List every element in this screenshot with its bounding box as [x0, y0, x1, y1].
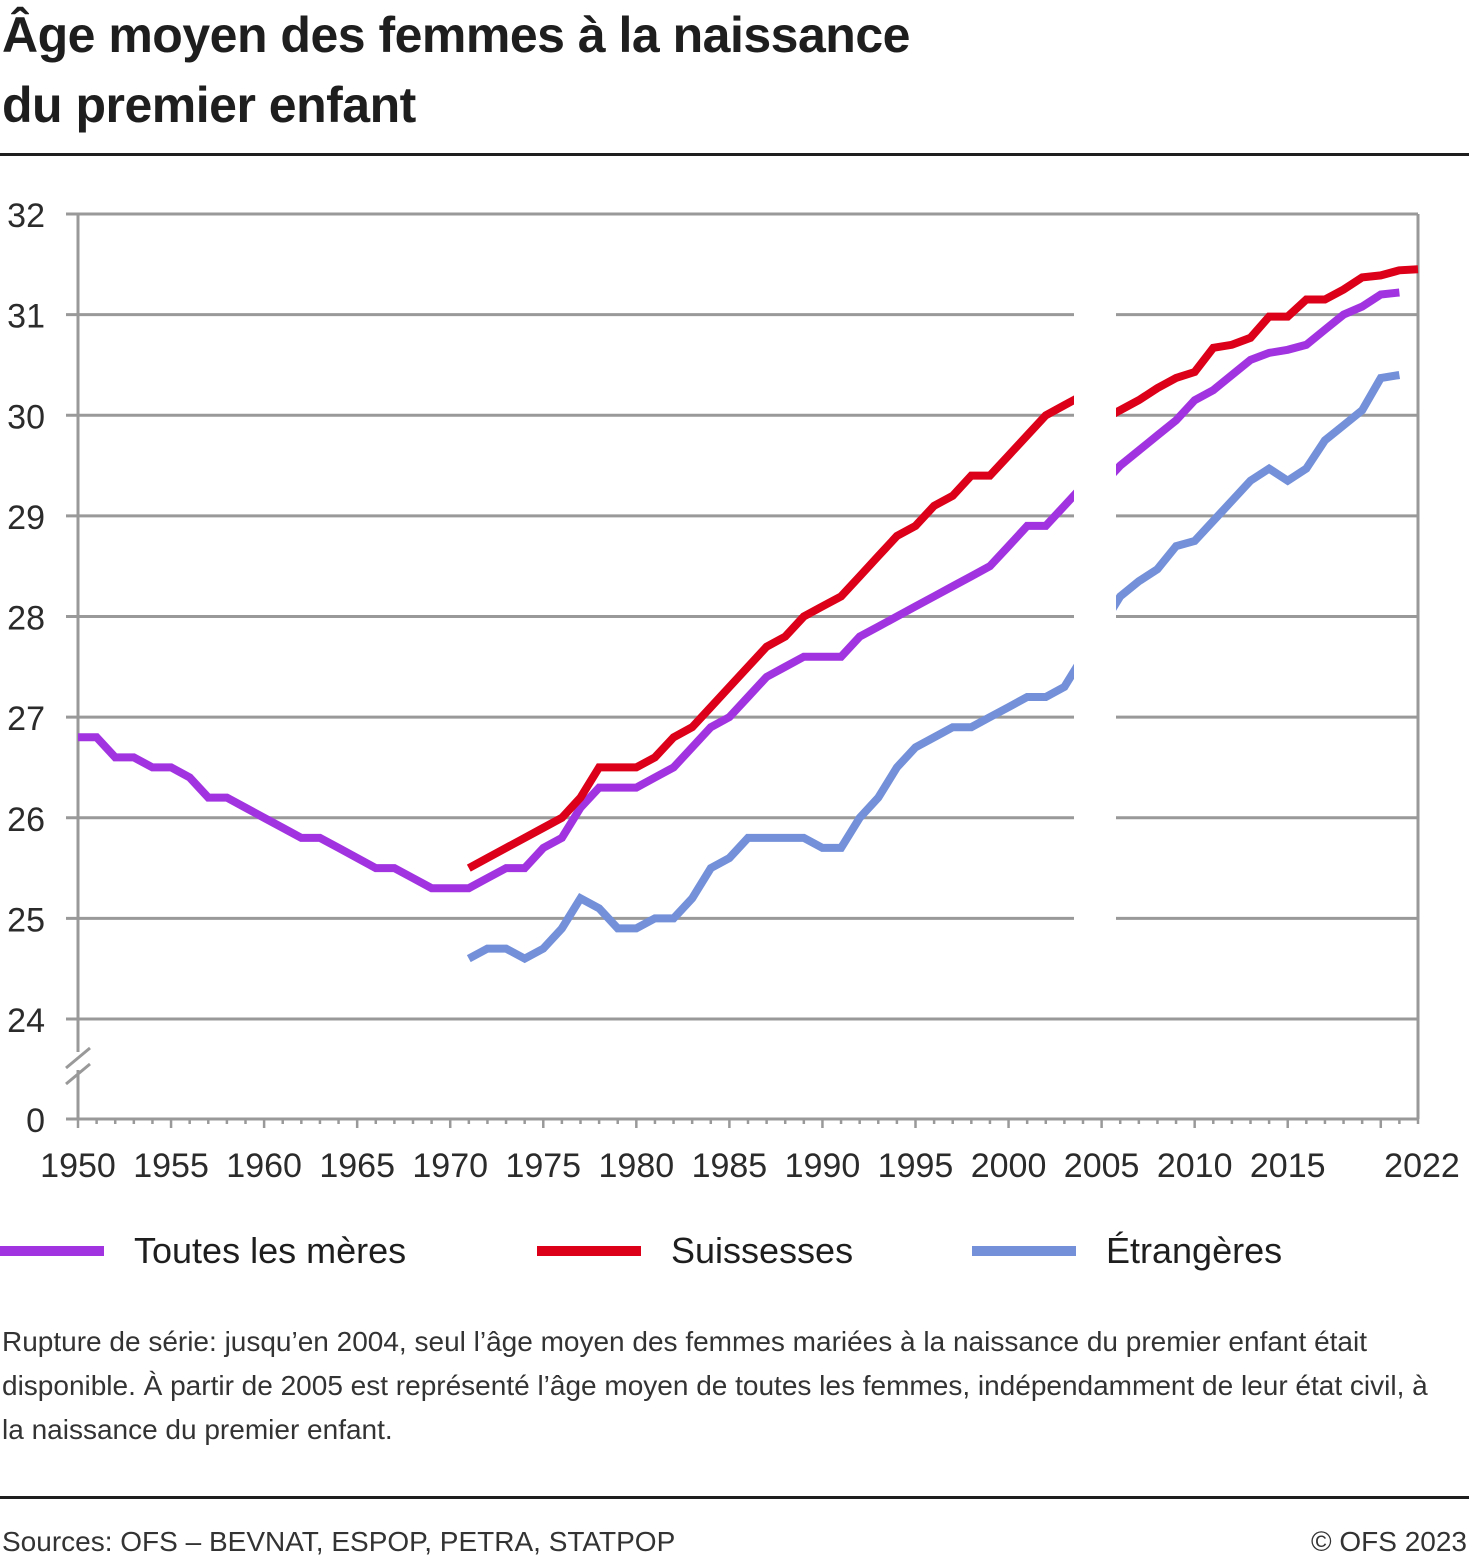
- x-axis-labels: 1950 1955 1960 1965 1970 1975 1980 1985 1990 1995…: [40, 1147, 1460, 1185]
- x-tick-label: 2000: [971, 1147, 1047, 1185]
- legend-item-etrangeres: Étrangères: [972, 1226, 1282, 1276]
- axis-break-mark-1: [65, 1046, 91, 1070]
- x-tick-label: 1985: [692, 1147, 768, 1185]
- legend-label: Étrangères: [1106, 1230, 1283, 1271]
- series-line-2-segment-2: [1099, 265, 1419, 424]
- y-tick-label: 25: [7, 901, 45, 939]
- legend-swatch-red: [537, 1246, 641, 1256]
- series-line-1-segment-2: [1098, 288, 1400, 489]
- x-tick-label: 2010: [1157, 1147, 1233, 1185]
- legend-item-suissesses: Suissesses: [537, 1226, 853, 1276]
- y-tick-label: 29: [7, 499, 45, 537]
- y-tick-label: 27: [7, 700, 45, 738]
- axes: [65, 214, 1420, 1128]
- axis-break-mark-2: [65, 1062, 91, 1086]
- y-axis-labels: 32 31 30 29 28 27 26 25 24 0: [7, 197, 45, 1140]
- x-tick-label: 1980: [599, 1147, 675, 1185]
- x-tick-label: 1965: [319, 1147, 395, 1185]
- legend-swatch-purple: [0, 1246, 104, 1256]
- x-tick-label: 1950: [40, 1147, 116, 1185]
- x-tick-label: 1955: [133, 1147, 209, 1185]
- x-tick-label: 1960: [226, 1147, 302, 1185]
- x-tick-label: 2005: [1064, 1147, 1140, 1185]
- series-line-3-segment-2: [1098, 371, 1401, 629]
- y-tick-label: 28: [7, 600, 45, 638]
- x-tick-label: 1995: [878, 1147, 954, 1185]
- legend-label: Toutes les mères: [134, 1230, 407, 1271]
- x-tick-label: 1970: [412, 1147, 488, 1185]
- series-line-3-segment-1: [466, 654, 1087, 964]
- title-divider: [0, 153, 1469, 156]
- y-tick-label: 31: [7, 298, 45, 336]
- x-tick-label: 2015: [1250, 1147, 1326, 1185]
- legend-item-toutes-les-meres: Toutes les mères: [0, 1226, 406, 1276]
- copyright-text: © OFS 2023: [1310, 1526, 1467, 1557]
- chart-title: Âge moyen des femmes à la naissance du p…: [2, 0, 1102, 140]
- y-tick-label: 0: [26, 1102, 45, 1140]
- y-tick-label: 30: [7, 398, 45, 436]
- x-tick-label: 1990: [785, 1147, 861, 1185]
- source-text: Sources: OFS – BEVNAT, ESPOP, PETRA, STA…: [2, 1526, 676, 1557]
- line-chart: 32 31 30 29 28 27 26 25 24 0 1950 1955 1960 1965 1970…: [7, 197, 1460, 1185]
- footer-divider: [0, 1496, 1469, 1499]
- y-tick-label: 26: [7, 801, 45, 839]
- footnote: Rupture de série: jusqu’en 2004, seul l’…: [2, 1326, 1428, 1445]
- chart-title-line-2: du premier enfant: [2, 77, 416, 133]
- series-line-2-segment-1: [466, 391, 1085, 872]
- chart-title-line-1: Âge moyen des femmes à la naissance: [2, 7, 910, 63]
- gridlines: [66, 212, 1418, 1021]
- x-tick-label: 1975: [505, 1147, 581, 1185]
- series-lines: [78, 265, 1419, 964]
- series-line-1-segment-1: [78, 482, 1086, 893]
- x-tick-label: 2022: [1384, 1147, 1460, 1185]
- y-tick-label: 32: [7, 197, 45, 235]
- legend-swatch-blue: [972, 1246, 1076, 1256]
- legend-label: Suissesses: [671, 1230, 854, 1271]
- y-tick-label: 24: [7, 1002, 45, 1040]
- series-break-gap: [1074, 218, 1116, 1015]
